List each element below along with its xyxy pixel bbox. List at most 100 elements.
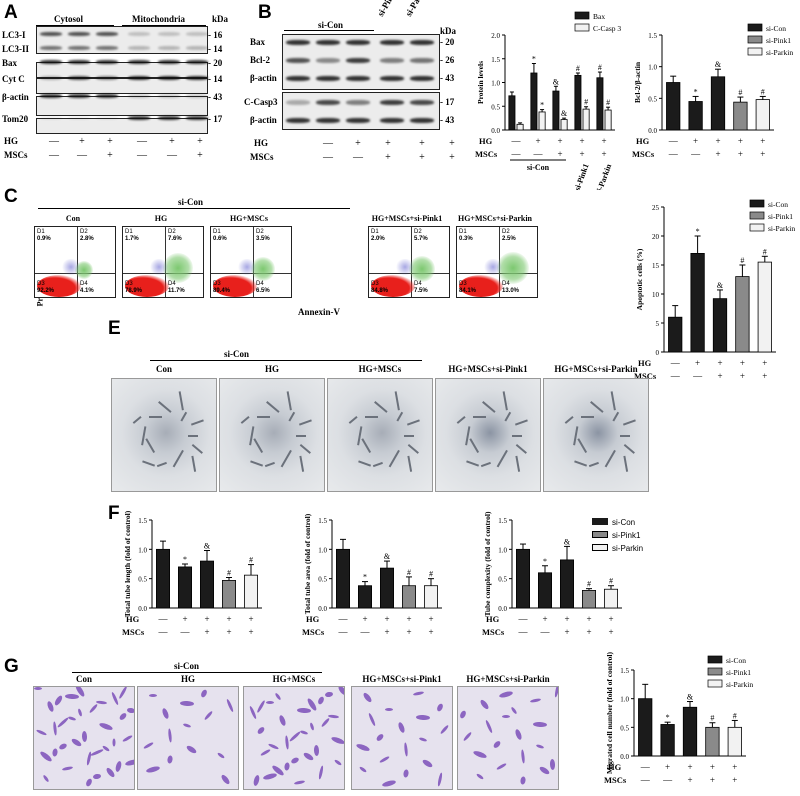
hg-condition: + [204, 614, 209, 624]
hg-condition: + [715, 136, 720, 146]
mscs-condition: + [732, 775, 737, 785]
quadrant-value: 4.1% [80, 288, 94, 294]
mscs-condition: — [167, 150, 177, 161]
mscs-condition: + [449, 152, 455, 163]
hg-label: HG [479, 136, 493, 146]
migrated-cell [290, 756, 300, 765]
tube-branch [512, 435, 522, 437]
migrated-cell [35, 728, 48, 737]
tube-branch [348, 416, 357, 424]
tube-branch [395, 391, 400, 411]
significance-mark: & [687, 693, 694, 702]
hg-condition: + [693, 136, 698, 146]
migrated-cell [259, 748, 272, 757]
tube-branch [361, 438, 372, 454]
kda-mark: - 17 [208, 114, 223, 124]
blot-box [36, 118, 208, 134]
migrated-cell [105, 766, 116, 779]
sicon-line-b [284, 30, 374, 31]
sicon-header-b: si-Con [318, 20, 344, 30]
migrated-cell [283, 762, 291, 771]
hg-condition: — [518, 614, 529, 624]
y-tick-label: 1.5 [648, 32, 657, 40]
blot-row-label: β-actin [2, 92, 29, 102]
flow-plot: D1 1.7% D2 7.6% D3 78.9% D4 11.7% [122, 226, 204, 298]
migrated-cell [114, 760, 123, 773]
mitochondria-header: Mitochondria [132, 14, 185, 24]
significance-mark: * [363, 573, 367, 582]
tube-branch [515, 419, 528, 426]
mscs-condition: + [710, 775, 715, 785]
quadrant-value: 0.6% [213, 236, 227, 242]
hg-condition: + [608, 614, 613, 624]
tube-branch [504, 412, 512, 422]
migrated-cell [256, 699, 266, 714]
flow-plot: D1 0.6% D2 3.5% D3 89.4% D4 6.5% [210, 226, 292, 298]
mscs-condition: + [760, 149, 765, 159]
migrated-cell [324, 691, 334, 698]
bar [552, 90, 560, 131]
tube-branch [141, 460, 155, 467]
mscs-condition: + [385, 152, 391, 163]
y-tick-label: 0.5 [498, 576, 507, 584]
legend-f-siparkin: si-Parkin [612, 544, 644, 553]
hg-label: HG [126, 614, 140, 624]
blot-band [346, 40, 370, 45]
mscs-condition: — [540, 627, 551, 637]
kda-mark: - 43 [208, 92, 223, 102]
blot-box [282, 92, 440, 130]
migrated-cell [288, 730, 302, 743]
mscs-label: MSCs [122, 627, 145, 637]
significance-mark: * [532, 55, 536, 64]
y-tick-label: 2.0 [491, 32, 500, 40]
bar [380, 567, 395, 609]
hg-condition: + [406, 614, 411, 624]
blot-band [96, 94, 118, 98]
blot-band [410, 40, 434, 45]
significance-mark: # [407, 568, 411, 577]
mscs-condition: + [717, 371, 722, 381]
panel-label-f: F [108, 503, 120, 524]
legend-label: si-Con [768, 200, 788, 209]
tube-branch [623, 419, 636, 426]
mscs-condition: + [762, 371, 767, 381]
tube-branch [296, 435, 306, 437]
blot-band [128, 46, 150, 50]
tube-branch [590, 400, 604, 413]
blot-band [316, 76, 340, 81]
y-tick-label: 1.5 [138, 517, 147, 525]
bar [733, 101, 748, 131]
tube-branch [374, 400, 388, 413]
flow-plot-title: HG+MSCs+si-Parkin [457, 214, 532, 223]
quadrant-label: D1 [371, 229, 379, 235]
hg-condition: + [732, 762, 737, 772]
legend-swatch [747, 47, 763, 56]
tube-branch [357, 426, 362, 446]
legend-f: si-Con si-Pink1 si-Parkin [592, 518, 643, 553]
hg-condition: — [511, 136, 522, 146]
bar [668, 316, 683, 353]
blot-band [128, 60, 150, 64]
hg-condition: + [197, 136, 203, 147]
hg-condition: + [760, 136, 765, 146]
hg-condition: + [362, 614, 367, 624]
mscs-condition: + [204, 627, 209, 637]
migrated-cell [38, 750, 54, 763]
tube-branch [300, 455, 305, 472]
group-label: si-Pink1 [573, 162, 591, 190]
bar [582, 108, 590, 131]
hg-condition: + [169, 136, 175, 147]
tube-branch [173, 450, 185, 468]
significance-mark: # [710, 714, 714, 723]
y-tick-label: 0.5 [491, 103, 500, 111]
tube-branch [408, 443, 419, 454]
migrated-cell [514, 728, 523, 741]
blot-row-label: LC3-I [2, 30, 26, 40]
mscs-condition: — [670, 371, 681, 381]
blot-band [286, 40, 310, 45]
blot-box [36, 62, 208, 78]
blot-row-label: β-actin [250, 73, 277, 83]
mscs-condition: — [158, 627, 169, 637]
migrated-cell [284, 735, 290, 750]
legend-swatch [749, 211, 765, 220]
